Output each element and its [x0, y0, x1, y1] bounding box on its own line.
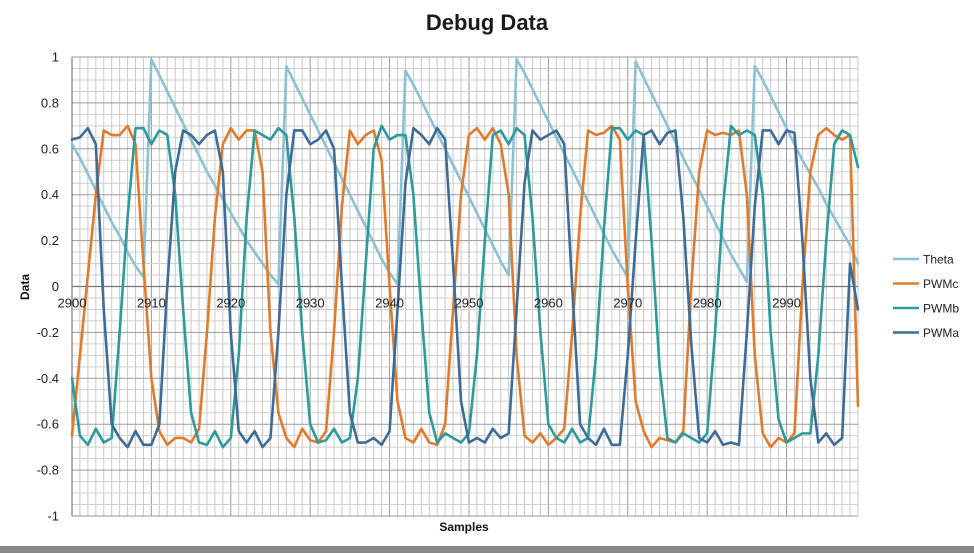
y-tick-label: -0.8 — [37, 463, 59, 478]
chart-title: Debug Data — [425, 10, 549, 35]
x-tick-label: 2960 — [534, 296, 563, 311]
legend-item-pwmb: PWMb — [893, 302, 959, 316]
legend-item-theta: Theta — [893, 253, 954, 267]
x-tick-label: 2900 — [58, 296, 87, 311]
legend-label: Theta — [923, 253, 954, 267]
series-lines — [70, 57, 860, 449]
x-tick-label: 2940 — [375, 296, 404, 311]
y-tick-label: -0.4 — [37, 371, 59, 386]
x-tick-label: 2920 — [216, 296, 245, 311]
legend-item-pwmc: PWMc — [893, 277, 958, 291]
y-tick-label: 1 — [52, 50, 59, 65]
bottom-border — [0, 546, 974, 553]
series-line-pwma — [70, 126, 860, 449]
y-tick-label: 0.2 — [41, 233, 59, 248]
series-line-pwmc — [70, 124, 860, 449]
y-tick-label: 0.6 — [41, 141, 59, 156]
series-line-theta — [70, 57, 860, 286]
y-axis-ticks: 1 0.8 0.6 0.4 0.2 0 -0.2 -0.4 -0.6 -0.8 -1 — [37, 50, 59, 524]
y-tick-label: -1 — [47, 509, 59, 524]
x-axis-title: Samples — [439, 520, 489, 534]
grid — [71, 56, 859, 517]
x-tick-label: 2970 — [613, 296, 642, 311]
x-tick-label: 2980 — [693, 296, 722, 311]
legend-label: PWMb — [923, 302, 959, 316]
y-tick-label: -0.6 — [37, 417, 59, 432]
y-tick-label: 0.4 — [41, 187, 59, 202]
legend-label: PWMc — [923, 277, 958, 291]
y-axis-title: Data — [18, 274, 32, 300]
x-tick-label: 2930 — [296, 296, 325, 311]
y-tick-label: 0.8 — [41, 95, 59, 110]
legend: Theta PWMc PWMb PWMa — [893, 253, 959, 340]
y-tick-label: -0.2 — [37, 325, 59, 340]
x-tick-label: 2910 — [137, 296, 166, 311]
series-line-pwmb — [70, 124, 860, 449]
x-axis-ticks: 2900 2910 2920 2930 2940 2950 2960 2970 2980 2990 — [58, 296, 801, 311]
x-tick-label: 2990 — [772, 296, 801, 311]
legend-item-pwma: PWMa — [893, 326, 959, 340]
y-tick-label: 0 — [52, 279, 59, 294]
x-tick-label: 2950 — [455, 296, 484, 311]
legend-label: PWMa — [923, 326, 959, 340]
